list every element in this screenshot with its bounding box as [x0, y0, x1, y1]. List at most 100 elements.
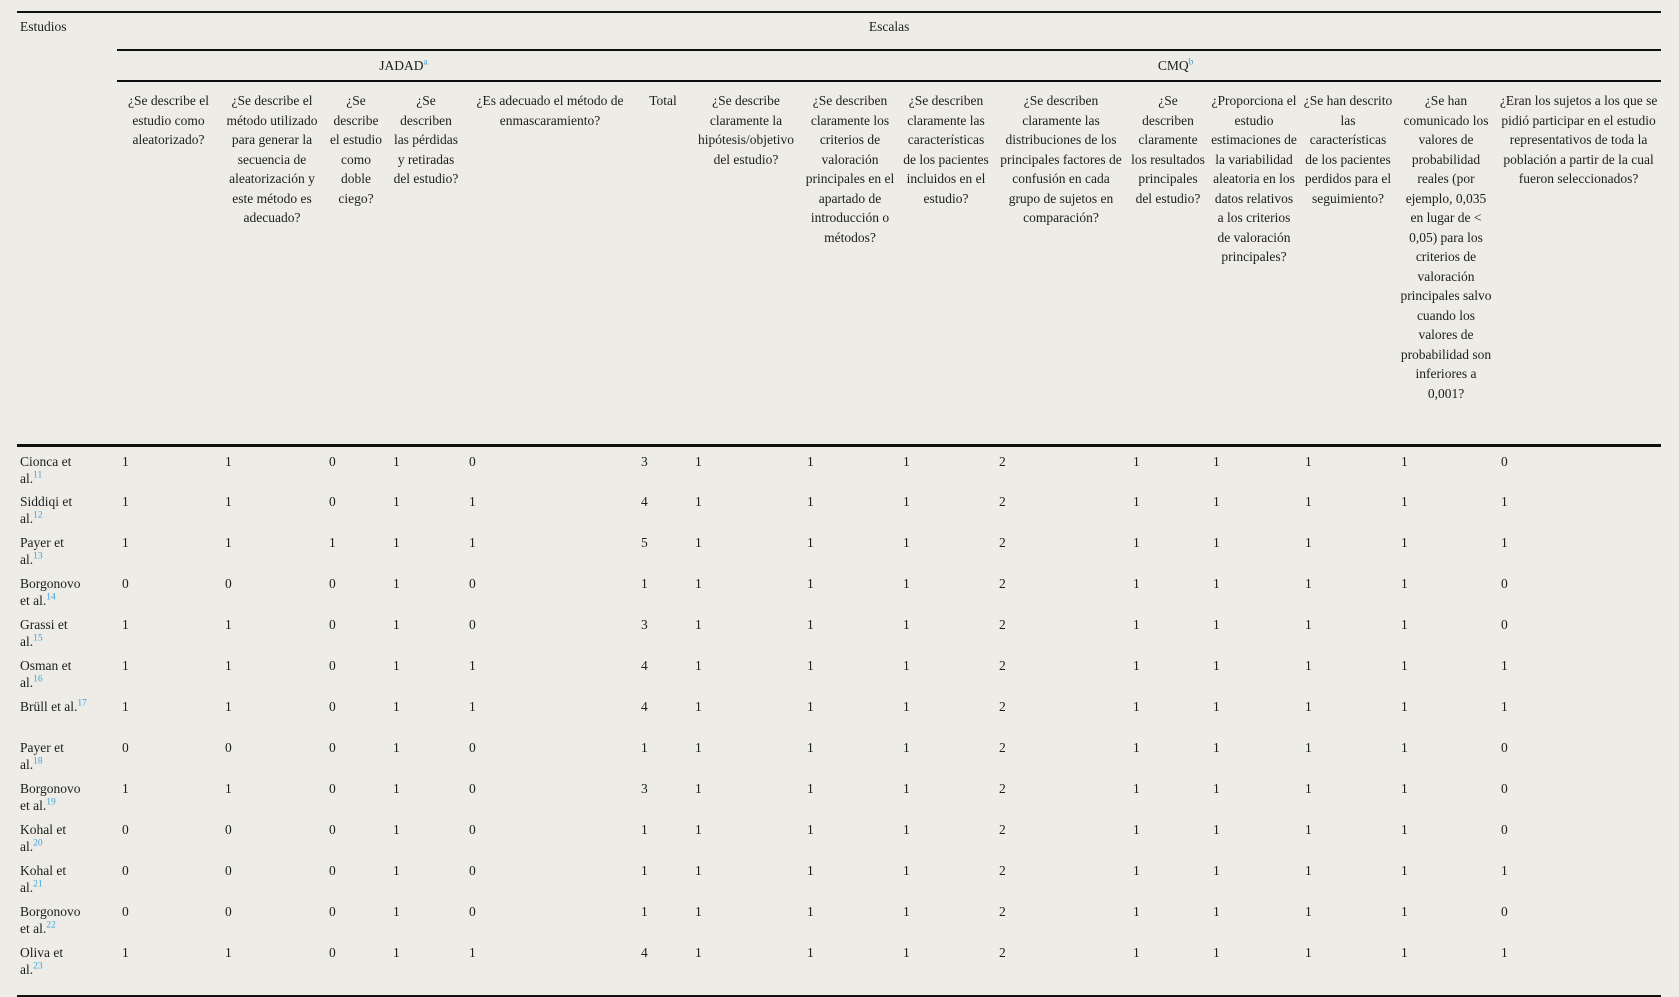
- score-cell: 1: [1401, 658, 1408, 673]
- score-cell: 1: [122, 699, 129, 714]
- study-name-cell: Kohal et al.21: [17, 856, 117, 897]
- score-cell: 0: [1501, 781, 1508, 796]
- score-cell: 1: [1133, 945, 1140, 960]
- score-cell: 1: [225, 535, 232, 550]
- study-name-cell: Oliva et al.23: [17, 938, 117, 996]
- reference-link[interactable]: 22: [46, 920, 56, 931]
- score-cell: 5: [641, 535, 648, 550]
- score-cell: 2: [999, 740, 1006, 755]
- score-cell: 0: [329, 863, 336, 878]
- score-cell: 1: [1401, 904, 1408, 919]
- table-body: Cionca et al.11 1 1 0 1 0 3 1 1 1 2 1 1 1 1 0 Siddiqi et…: [17, 446, 1661, 997]
- score-cell: 1: [641, 740, 648, 755]
- score-cell: 0: [225, 740, 232, 755]
- score-cell: 1: [903, 576, 910, 591]
- score-cell: 1: [1401, 822, 1408, 837]
- score-cell: 0: [122, 822, 129, 837]
- score-cell: 0: [1501, 740, 1508, 755]
- study-name: Payer et al.: [20, 535, 64, 567]
- score-cell: 1: [393, 822, 400, 837]
- score-cell: 1: [1213, 535, 1220, 550]
- score-cell: 1: [695, 494, 702, 509]
- score-cell: 1: [1133, 781, 1140, 796]
- score-cell: 0: [329, 494, 336, 509]
- score-cell: 1: [1133, 822, 1140, 837]
- score-cell: 1: [903, 945, 910, 960]
- score-cell: 0: [329, 945, 336, 960]
- score-cell: 1: [1213, 454, 1220, 469]
- score-cell: 1: [1213, 822, 1220, 837]
- score-cell: 1: [807, 863, 814, 878]
- score-cell: 1: [641, 904, 648, 919]
- reference-link[interactable]: 21: [33, 879, 43, 890]
- score-cell: 1: [807, 904, 814, 919]
- score-cell: 0: [329, 740, 336, 755]
- score-cell: 2: [999, 863, 1006, 878]
- footnote-b-link[interactable]: b: [1188, 57, 1194, 67]
- question-column-header: ¿Se describen las pérdidas y retiradas d…: [388, 81, 464, 447]
- score-cell: 1: [1305, 740, 1312, 755]
- score-cell: 0: [329, 904, 336, 919]
- score-cell: 1: [807, 945, 814, 960]
- score-cell: 4: [641, 699, 648, 714]
- study-name: Borgonovo et al.: [20, 576, 81, 608]
- score-cell: 1: [641, 822, 648, 837]
- score-cell: 1: [225, 617, 232, 632]
- reference-link[interactable]: 17: [77, 698, 87, 709]
- score-cell: 0: [225, 576, 232, 591]
- score-cell: 1: [1133, 740, 1140, 755]
- score-cell: 1: [695, 535, 702, 550]
- score-cell: 1: [903, 617, 910, 632]
- study-name: Borgonovo et al.: [20, 904, 81, 936]
- score-cell: 1: [122, 494, 129, 509]
- reference-link[interactable]: 19: [46, 797, 56, 808]
- score-cell: 1: [1213, 904, 1220, 919]
- reference-link[interactable]: 18: [33, 756, 43, 767]
- reference-link[interactable]: 23: [33, 961, 43, 972]
- jadad-group-header: JADADa: [117, 50, 690, 82]
- table-row: Payer et al.13 1 1 1 1 1 5 1 1 1 2 1 1 1 1 1: [17, 528, 1661, 569]
- score-cell: 0: [122, 863, 129, 878]
- score-cell: 0: [329, 617, 336, 632]
- reference-link[interactable]: 14: [46, 592, 56, 603]
- score-cell: 1: [1305, 699, 1312, 714]
- study-name: Oliva et al.: [20, 945, 64, 977]
- reference-link[interactable]: 11: [33, 470, 43, 481]
- footnote-a-link[interactable]: a: [423, 57, 428, 67]
- reference-link[interactable]: 15: [33, 633, 43, 644]
- score-cell: 1: [225, 494, 232, 509]
- score-cell: 2: [999, 535, 1006, 550]
- score-cell: 1: [225, 454, 232, 469]
- score-cell: 2: [999, 822, 1006, 837]
- score-cell: 0: [469, 740, 476, 755]
- score-cell: 1: [469, 945, 476, 960]
- score-cell: 0: [122, 904, 129, 919]
- study-name-cell: Brüll et al.17: [17, 692, 117, 733]
- reference-link[interactable]: 16: [33, 674, 43, 685]
- score-cell: 0: [1501, 617, 1508, 632]
- table-row: Borgonovo et al.14 0 0 0 1 0 1 1 1 1 2 1 1 1 1 0: [17, 569, 1661, 610]
- score-cell: 1: [903, 454, 910, 469]
- score-cell: 1: [225, 945, 232, 960]
- score-cell: 0: [329, 454, 336, 469]
- score-cell: 1: [695, 576, 702, 591]
- score-cell: 1: [1501, 535, 1508, 550]
- question-column-header: ¿Proporciona el estudio estimaciones de …: [1208, 81, 1300, 447]
- reference-link[interactable]: 13: [33, 551, 43, 562]
- score-cell: 1: [807, 617, 814, 632]
- score-cell: 1: [1305, 535, 1312, 550]
- score-cell: 0: [1501, 454, 1508, 469]
- score-cell: 1: [903, 740, 910, 755]
- reference-link[interactable]: 12: [33, 510, 43, 521]
- score-cell: 1: [1305, 945, 1312, 960]
- question-column-header: ¿Es adecuado el método de enmascaramient…: [464, 81, 636, 447]
- score-cell: 1: [903, 781, 910, 796]
- question-column-header: ¿Eran los sujetos a los que se pidió par…: [1496, 81, 1662, 447]
- score-cell: 0: [469, 576, 476, 591]
- reference-link[interactable]: 20: [33, 838, 43, 849]
- score-cell: 3: [641, 781, 648, 796]
- score-cell: 1: [1305, 822, 1312, 837]
- score-cell: 1: [1305, 781, 1312, 796]
- score-cell: 0: [469, 822, 476, 837]
- score-cell: 1: [1501, 699, 1508, 714]
